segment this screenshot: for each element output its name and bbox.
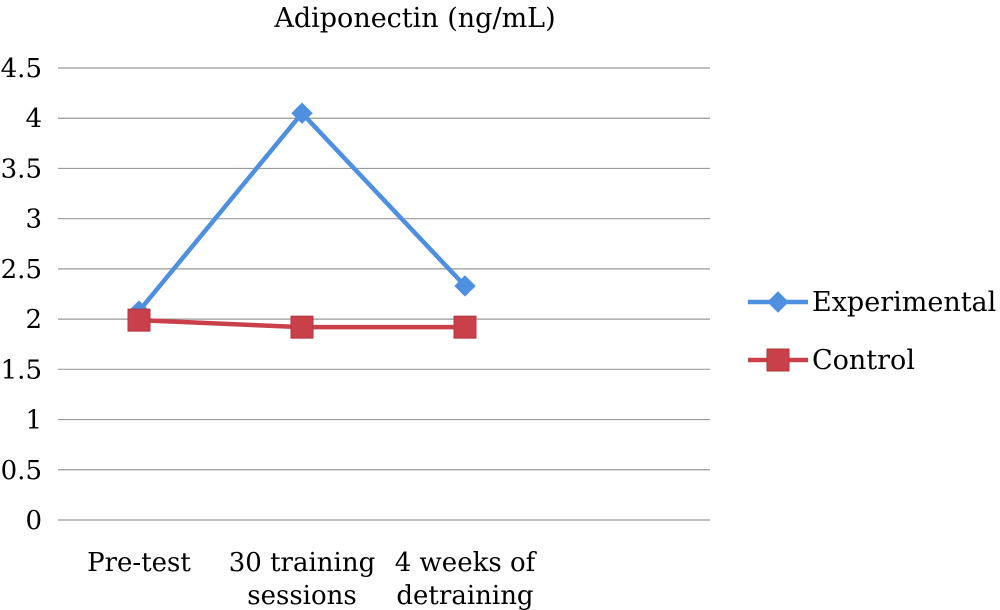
data-point	[291, 102, 313, 124]
y-tick-label: 0	[25, 506, 42, 536]
y-tick-label: 2	[25, 305, 42, 335]
legend-marker	[767, 291, 789, 313]
data-point	[454, 275, 476, 297]
legend-item: Control	[748, 345, 915, 376]
legend-label: Control	[812, 345, 915, 376]
series-experimental	[128, 102, 476, 322]
x-category-label: 4 weeks of detraining	[395, 548, 538, 610]
x-category-line: Pre-test	[87, 548, 191, 578]
y-tick-label: 1.5	[1, 355, 42, 385]
y-axis-ticks: 0 0.5 1 1.5 2 2.5 3 3.5 4 4.5	[1, 54, 42, 536]
legend: Experimental Control	[748, 287, 996, 376]
x-category-line: detraining	[396, 581, 533, 610]
series-group	[127, 102, 477, 339]
x-category-line: sessions	[247, 581, 356, 610]
data-point	[127, 308, 151, 332]
gridlines	[58, 67, 710, 521]
y-tick-label: 3.5	[1, 154, 42, 184]
x-axis-categories: Pre-test 30 training sessions 4 weeks of det…	[87, 548, 537, 610]
data-point	[290, 315, 314, 339]
legend-marker	[766, 348, 790, 372]
chart-title: Adiponectin (ng/mL)	[273, 3, 555, 34]
y-tick-label: 1	[25, 406, 42, 436]
y-tick-label: 4.5	[1, 54, 42, 84]
series-control	[127, 308, 477, 339]
y-tick-label: 2.5	[1, 255, 42, 285]
x-category-label: Pre-test	[87, 548, 191, 578]
legend-item: Experimental	[748, 287, 996, 318]
x-category-line: 30 training	[229, 548, 376, 578]
data-point	[453, 315, 477, 339]
series-line	[137, 110, 467, 313]
y-tick-label: 3	[25, 205, 42, 235]
y-tick-label: 4	[25, 104, 42, 134]
legend-label: Experimental	[812, 287, 996, 318]
y-tick-label: 0.5	[1, 456, 42, 486]
x-category-line: 4 weeks of	[395, 548, 538, 578]
x-category-label: 30 training sessions	[229, 548, 376, 610]
